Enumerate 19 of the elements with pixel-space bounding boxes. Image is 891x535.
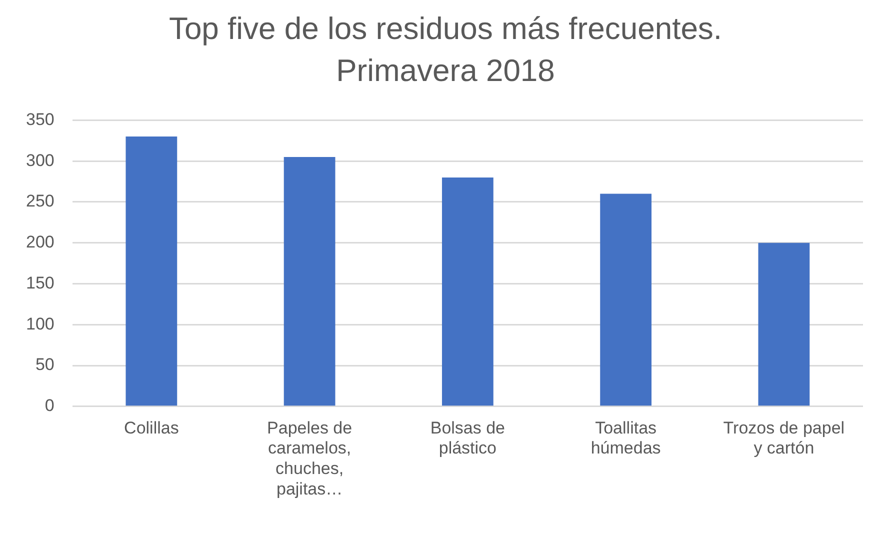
chart-title: Top five de los residuos más frecuentes. Primavera 2018 xyxy=(168,10,724,90)
y-tick-label: 100 xyxy=(26,314,54,334)
bar xyxy=(284,156,336,406)
y-tick-label: 0 xyxy=(44,396,54,416)
y-tick-label: 300 xyxy=(26,150,54,170)
x-tick-label: Bolsas de plástico xyxy=(430,418,506,458)
x-tick-label: Trozos de papel y cartón xyxy=(723,418,845,458)
y-tick-label: 200 xyxy=(26,232,54,252)
x-tick-label: Toallitas húmedas xyxy=(590,418,661,458)
x-tick-label: Colillas xyxy=(124,418,179,438)
y-tick-label: 350 xyxy=(26,110,54,129)
y-tick-label: 250 xyxy=(26,192,54,211)
y-tick-label: 150 xyxy=(26,273,54,292)
bar xyxy=(758,242,810,406)
bar xyxy=(600,194,652,406)
x-tick-label: Papeles de caramelos, chuches, pajitas… xyxy=(267,418,352,498)
y-tick-label: 50 xyxy=(35,355,54,374)
bar xyxy=(442,177,494,406)
bar xyxy=(126,136,178,406)
